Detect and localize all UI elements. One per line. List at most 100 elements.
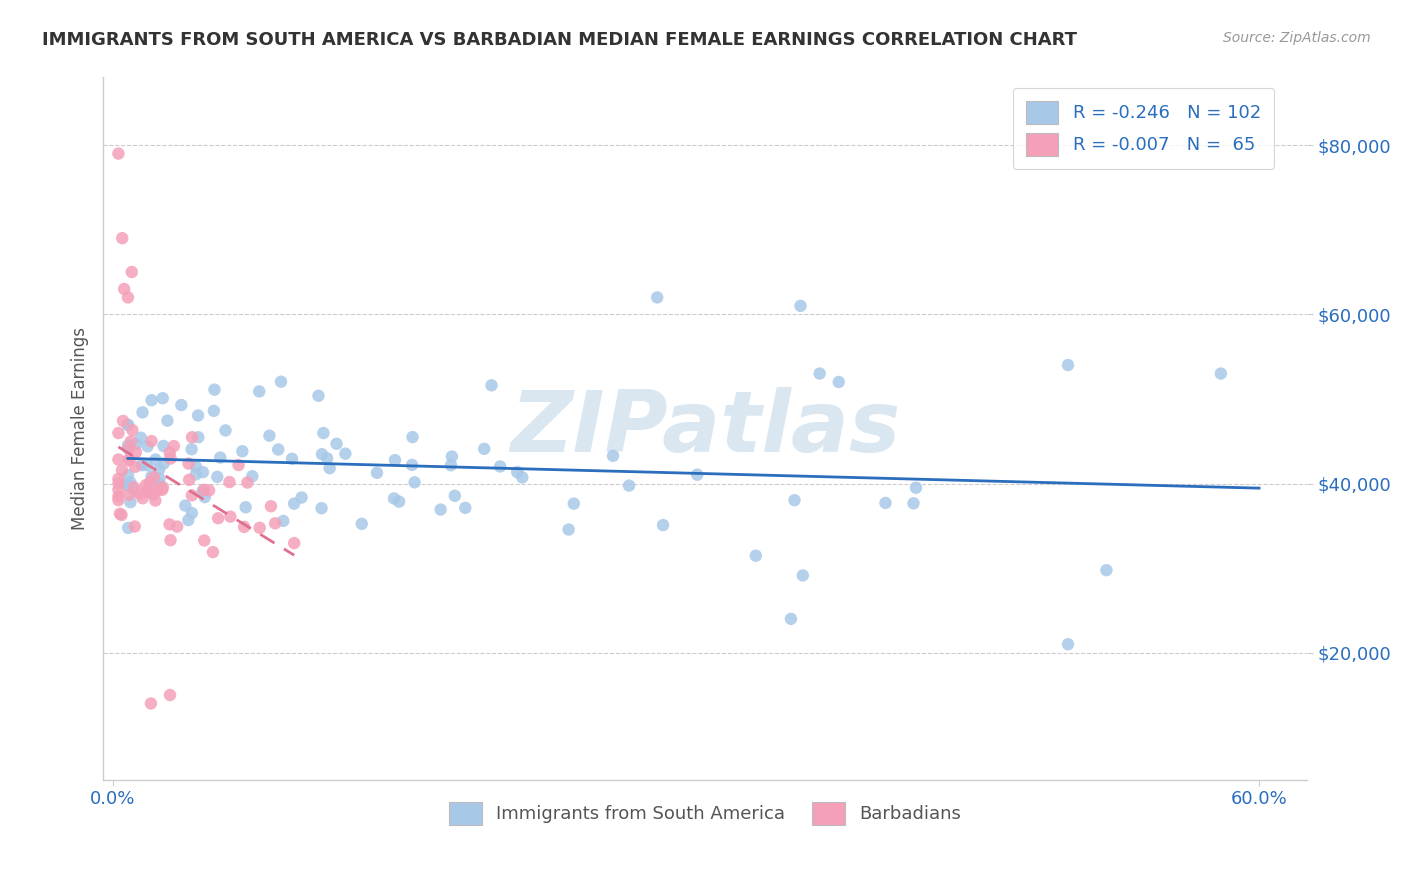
Point <box>108 507 131 521</box>
Point <box>136 458 159 472</box>
Point <box>193 483 215 497</box>
Y-axis label: Median Female Earnings: Median Female Earnings <box>72 327 89 530</box>
Point <box>201 545 224 559</box>
Point <box>562 497 585 511</box>
Point <box>191 484 214 499</box>
Point <box>271 514 294 528</box>
Point <box>150 483 173 497</box>
Point <box>125 437 148 451</box>
Point <box>745 549 768 563</box>
Point <box>219 509 242 524</box>
Point <box>264 516 287 531</box>
Point <box>148 476 170 491</box>
Point <box>152 457 174 471</box>
Point <box>311 501 333 516</box>
Point <box>259 428 281 442</box>
Point <box>617 478 640 492</box>
Point <box>159 446 181 460</box>
Point <box>249 521 271 535</box>
Point <box>209 450 232 465</box>
Point <box>107 146 129 161</box>
Point <box>117 479 139 493</box>
Point <box>903 496 925 510</box>
Point <box>267 442 290 457</box>
Point <box>142 487 165 501</box>
Point <box>107 472 129 486</box>
Point <box>780 612 803 626</box>
Point <box>159 533 181 548</box>
Point <box>191 465 214 479</box>
Point <box>429 502 451 516</box>
Point <box>117 477 139 491</box>
Point <box>180 442 202 457</box>
Point <box>180 506 202 520</box>
Point <box>240 469 263 483</box>
Point <box>120 475 142 490</box>
Point <box>1209 367 1232 381</box>
Point <box>228 458 250 472</box>
Point <box>117 521 139 535</box>
Point <box>152 480 174 494</box>
Point <box>145 493 167 508</box>
Point <box>152 391 174 405</box>
Point <box>170 398 193 412</box>
Point <box>308 389 330 403</box>
Point <box>652 518 675 533</box>
Point <box>204 383 226 397</box>
Point <box>510 470 533 484</box>
Point <box>156 414 179 428</box>
Point <box>131 491 153 506</box>
Point <box>350 516 373 531</box>
Point <box>440 450 463 464</box>
Point <box>163 439 186 453</box>
Point <box>645 290 668 304</box>
Point <box>148 462 170 476</box>
Point <box>489 459 512 474</box>
Point <box>214 424 236 438</box>
Point <box>159 688 181 702</box>
Point <box>142 470 165 484</box>
Point <box>136 483 159 497</box>
Point <box>166 519 188 533</box>
Point <box>198 483 221 498</box>
Point <box>125 445 148 459</box>
Point <box>325 437 347 451</box>
Point <box>1095 563 1118 577</box>
Point <box>117 438 139 452</box>
Point <box>141 469 163 483</box>
Point <box>122 483 145 498</box>
Point <box>193 533 215 548</box>
Point <box>117 417 139 432</box>
Point <box>107 476 129 491</box>
Point <box>808 367 831 381</box>
Point <box>107 425 129 440</box>
Point <box>145 452 167 467</box>
Point <box>118 453 141 467</box>
Point <box>136 439 159 453</box>
Point <box>443 489 465 503</box>
Point <box>129 431 152 445</box>
Point <box>401 458 423 472</box>
Point <box>236 475 259 490</box>
Point <box>260 500 283 514</box>
Point <box>118 452 141 467</box>
Point <box>283 536 305 550</box>
Point <box>135 485 157 500</box>
Point <box>120 495 142 509</box>
Point <box>904 481 927 495</box>
Point <box>789 299 811 313</box>
Point <box>481 378 503 392</box>
Point <box>382 491 405 506</box>
Point <box>187 409 209 423</box>
Point <box>404 475 426 490</box>
Point <box>111 231 134 245</box>
Point <box>117 290 139 304</box>
Point <box>131 458 153 473</box>
Point <box>454 500 477 515</box>
Point <box>148 483 170 497</box>
Point <box>117 468 139 483</box>
Point <box>141 434 163 449</box>
Point <box>233 520 256 534</box>
Point <box>177 513 200 527</box>
Point <box>218 475 240 489</box>
